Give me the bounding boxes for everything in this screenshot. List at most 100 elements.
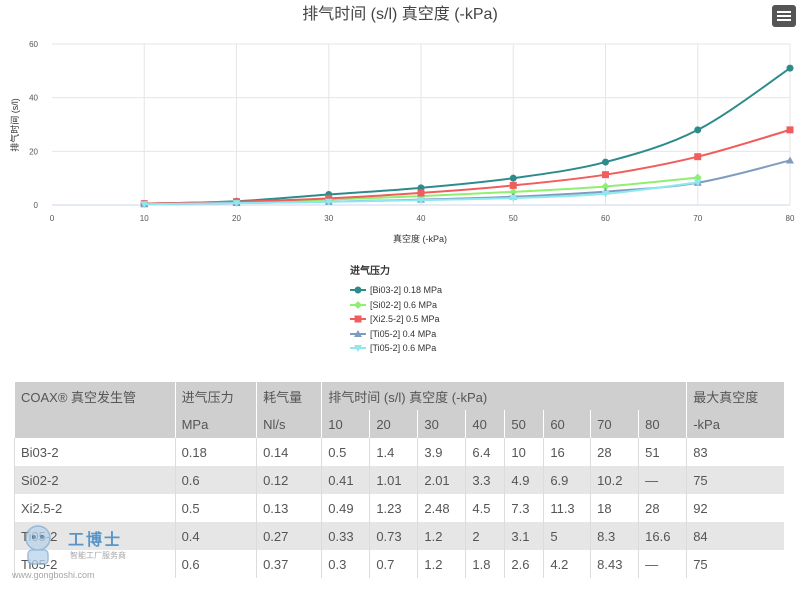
- data-point[interactable]: [694, 126, 702, 134]
- table-cell: 0.12: [256, 466, 322, 494]
- legend-symbol-icon: [350, 300, 366, 309]
- table-cell: 0.37: [256, 550, 322, 578]
- chart-menu-button[interactable]: [772, 5, 796, 27]
- legend-marker[interactable]: [354, 329, 362, 337]
- table-row: Xi2.5-2 0.5 0.13 0.49 1.23 2.48 4.5 7.3 11.3 18 28…: [14, 494, 784, 522]
- x-tick-label: 30: [324, 214, 333, 223]
- legend-item[interactable]: [Ti05-2] 0.4 MPa: [350, 327, 442, 342]
- table-cell: 83: [686, 438, 784, 466]
- legend-marker[interactable]: [354, 315, 362, 323]
- table-cell: 1.4: [369, 438, 418, 466]
- legend-item[interactable]: [Si02-2] 0.6 MPa: [350, 298, 442, 313]
- table-cell: —: [638, 466, 687, 494]
- table-cell: 2.48: [417, 494, 466, 522]
- series-line: [144, 128, 791, 205]
- table-cell: Bi03-2: [14, 438, 176, 466]
- table-row: Bi03-2 0.18 0.14 0.5 1.4 3.9 6.4 10 16 28 51 83: [14, 438, 784, 466]
- data-point[interactable]: [602, 158, 609, 166]
- table-cell: 4.9: [504, 466, 544, 494]
- data-point[interactable]: [786, 126, 794, 134]
- line-chart: 排气时间 (s/l) 真空度 (-kPa) 0 10 20 30 40 50 60 70 80 0…: [9, 5, 795, 244]
- legend-item[interactable]: [Xi2.5-2] 0.5 MPa: [350, 312, 442, 327]
- data-point[interactable]: [694, 153, 702, 161]
- table-cell: 0.13: [256, 494, 322, 522]
- table-cell: 7.3: [504, 494, 544, 522]
- table-cell: 0.18: [174, 438, 257, 466]
- data-point[interactable]: [786, 64, 794, 72]
- x-axis-label: 真空度 (-kPa): [393, 233, 447, 244]
- data-point[interactable]: [509, 187, 518, 196]
- data-point[interactable]: [786, 156, 794, 164]
- table-row: Ti05-20.60.370.30.71.21.82.64.28.43—75: [14, 550, 784, 578]
- table-header-cell: 70: [590, 410, 639, 438]
- legend-title: 进气压力: [350, 266, 390, 277]
- series-4: [140, 179, 702, 209]
- series-0: [140, 64, 794, 208]
- table-cell: 2.6: [504, 550, 544, 578]
- data-point[interactable]: [601, 182, 610, 191]
- table-header-cell: 最大真空度: [686, 382, 784, 410]
- table-header-row: COAX® 真空发生管 进气压力 耗气量 排气时间 (s/l) 真空度 (-kP…: [14, 382, 784, 410]
- data-point[interactable]: [232, 200, 241, 208]
- data-point[interactable]: [509, 174, 517, 182]
- table-cell: 2.01: [417, 466, 466, 494]
- table-cell: 0.5: [174, 494, 257, 522]
- table-cell: 2: [465, 522, 505, 550]
- table-cell: 0.6: [174, 550, 257, 578]
- data-point[interactable]: [324, 198, 333, 206]
- x-tick-label: 80: [786, 214, 795, 223]
- table-cell: 28: [638, 494, 687, 522]
- legend-item[interactable]: [Ti05-2] 0.6 MPa: [350, 341, 442, 356]
- robot-logo-icon: [25, 525, 51, 565]
- legend-label: [Ti05-2] 0.4 MPa: [370, 328, 437, 339]
- legend-label: [Bi03-2] 0.18 MPa: [370, 285, 443, 296]
- y-tick-label: 40: [29, 94, 38, 103]
- watermark-tagline: 智能工厂服务商: [70, 551, 126, 560]
- table-cell: 8.3: [590, 522, 639, 550]
- legend-symbol-icon: [350, 286, 366, 294]
- x-tick-label: 60: [601, 214, 610, 223]
- table-header-cell: 耗气量: [256, 382, 322, 410]
- y-tick-label: 0: [34, 201, 39, 210]
- table-cell: 0.5: [321, 438, 370, 466]
- y-tick-label: 20: [29, 147, 38, 156]
- table-cell: 6.4: [465, 438, 505, 466]
- table-cell: 0.49: [321, 494, 370, 522]
- legend-symbol-icon: [350, 329, 366, 337]
- table-cell: 3.9: [417, 438, 466, 466]
- legend-label: [Si02-2] 0.6 MPa: [370, 299, 438, 310]
- table-header-cell: 排气时间 (s/l) 真空度 (-kPa): [321, 382, 687, 410]
- data-point[interactable]: [693, 179, 702, 187]
- table-cell: 1.01: [369, 466, 418, 494]
- table-cell: 11.3: [543, 494, 591, 522]
- table-cell: 0.33: [321, 522, 370, 550]
- table-header-cell: [14, 410, 176, 438]
- x-tick-label: 70: [693, 214, 702, 223]
- table-cell: 5: [543, 522, 591, 550]
- table-cell: 0.41: [321, 466, 370, 494]
- table-row: Ti05-20.40.270.330.731.223.158.316.684: [14, 522, 784, 550]
- table-header-cell: 40: [465, 410, 505, 438]
- table-cell: 10: [504, 438, 544, 466]
- watermark: 工博士 智能工厂服务商 www.gongboshi.com: [8, 518, 138, 588]
- legend-marker[interactable]: [354, 300, 362, 309]
- table-cell: 18: [590, 494, 639, 522]
- legend-item[interactable]: [Bi03-2] 0.18 MPa: [350, 283, 442, 298]
- x-tick-label: 50: [509, 214, 518, 223]
- data-point[interactable]: [417, 189, 425, 197]
- data-point[interactable]: [140, 201, 149, 209]
- table-header-cell: COAX® 真空发生管: [14, 382, 176, 410]
- data-point[interactable]: [417, 197, 425, 205]
- legend-marker[interactable]: [354, 286, 362, 294]
- x-tick-label: 10: [140, 214, 149, 223]
- data-point[interactable]: [602, 171, 609, 179]
- table-cell: 3.1: [504, 522, 544, 550]
- data-point[interactable]: [601, 190, 610, 198]
- table-cell: 0.3: [321, 550, 370, 578]
- table-cell: 1.2: [417, 550, 466, 578]
- table-cell: 84: [686, 522, 784, 550]
- table-cell: 1.2: [417, 522, 466, 550]
- legend-marker[interactable]: [354, 345, 362, 353]
- data-point[interactable]: [509, 181, 517, 189]
- data-point[interactable]: [509, 195, 518, 203]
